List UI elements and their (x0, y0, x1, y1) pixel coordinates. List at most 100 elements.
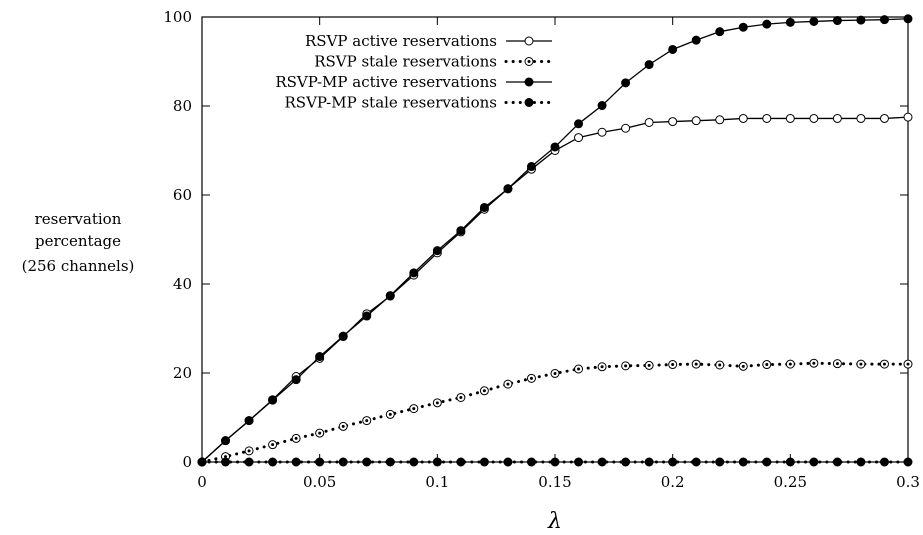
data-point (221, 436, 231, 446)
data-point (762, 360, 772, 370)
data-point (362, 311, 372, 321)
data-point (526, 373, 536, 383)
data-point (315, 428, 325, 438)
x-tick-label: 0.15 (538, 473, 571, 491)
data-point (903, 457, 913, 467)
data-point (832, 457, 842, 467)
x-tick-label: 0.05 (303, 473, 336, 491)
data-point (597, 457, 607, 467)
marker-dot (341, 424, 345, 428)
marker-dot (247, 449, 251, 453)
data-point (526, 457, 536, 467)
marker-dot (412, 407, 416, 411)
x-tick-label: 0 (197, 473, 207, 491)
data-point (762, 457, 772, 467)
data-point (879, 457, 889, 467)
marker-dot (459, 395, 463, 399)
data-point (503, 457, 513, 467)
data-point (879, 15, 889, 25)
series-rsvp-mp-stale-reservations (197, 457, 913, 467)
legend-marker-sample (524, 98, 534, 107)
y-tick-label: 80 (173, 97, 192, 115)
series-layer (197, 14, 913, 467)
y-tick-label: 20 (173, 364, 192, 382)
data-point (738, 361, 748, 371)
data-point (550, 457, 560, 467)
marker-dot (271, 443, 275, 447)
data-point (785, 457, 795, 467)
data-point (409, 268, 419, 278)
y-tick-label: 60 (173, 186, 192, 204)
y-axis-label-line-2: percentage (35, 232, 121, 250)
legend-entry-rsvp-stale-reservations: RSVP stale reservations (314, 53, 554, 71)
marker-dot (365, 419, 369, 423)
data-point (597, 101, 607, 111)
data-point (456, 226, 466, 236)
data-point (574, 457, 584, 467)
marker-dot (859, 362, 863, 366)
data-point (574, 133, 584, 143)
y-tick-label: 100 (163, 8, 192, 26)
data-point (715, 27, 725, 37)
series-line (201, 116, 909, 463)
data-point (762, 19, 772, 29)
data-point (644, 60, 654, 70)
marker-dot (882, 362, 886, 366)
legend-label: RSVP-MP active reservations (275, 73, 497, 91)
legend-entry-rsvp-mp-stale-reservations: RSVP-MP stale reservations (285, 94, 554, 112)
data-point (668, 117, 678, 127)
data-point (644, 117, 654, 127)
data-point (574, 364, 584, 374)
marker-dot (224, 455, 228, 459)
legend-label: RSVP-MP stale reservations (285, 94, 498, 112)
data-point (903, 112, 913, 122)
data-point (338, 421, 348, 431)
marker-dot (318, 431, 322, 435)
data-point (668, 457, 678, 467)
data-point (738, 457, 748, 467)
y-tick-label: 0 (182, 453, 192, 471)
data-point (856, 113, 866, 123)
data-point (456, 392, 466, 402)
data-point (621, 361, 631, 371)
data-point (385, 409, 395, 419)
data-point (621, 78, 631, 88)
x-tick-label: 0.25 (774, 473, 807, 491)
marker-dot (435, 401, 439, 405)
data-point (668, 44, 678, 54)
data-point (809, 113, 819, 123)
data-point (244, 416, 254, 426)
data-point (856, 457, 866, 467)
series-rsvp-active-reservations (197, 112, 913, 467)
series-rsvp-mp-active-reservations (197, 14, 913, 467)
marker-dot (529, 376, 533, 380)
data-point (832, 16, 842, 26)
data-point (268, 440, 278, 450)
series-line (200, 361, 910, 464)
data-point (715, 360, 725, 370)
data-point (785, 113, 795, 123)
data-point (432, 246, 442, 256)
x-tick-label: 0.3 (896, 473, 920, 491)
y-axis-label-line-3: (256 channels) (22, 257, 135, 275)
series-rsvp-stale-reservations (197, 358, 913, 467)
marker-dot (741, 364, 745, 368)
data-point (832, 359, 842, 369)
legend-entry-rsvp-mp-active-reservations: RSVP-MP active reservations (275, 73, 552, 91)
marker-dot (577, 367, 581, 371)
data-point (691, 35, 701, 45)
data-point (809, 16, 819, 26)
x-tick-label: 0.1 (425, 473, 449, 491)
data-point (597, 362, 607, 372)
marker-dot (294, 436, 298, 440)
data-point (291, 375, 301, 385)
data-point (456, 457, 466, 467)
legend-marker-sample (524, 77, 534, 87)
y-tick-label: 40 (173, 275, 192, 293)
legend-label: RSVP active reservations (305, 32, 497, 50)
data-point (644, 457, 654, 467)
legend-label: RSVP stale reservations (314, 53, 497, 71)
data-point (503, 184, 513, 194)
data-point (432, 457, 442, 467)
data-point (832, 113, 842, 123)
